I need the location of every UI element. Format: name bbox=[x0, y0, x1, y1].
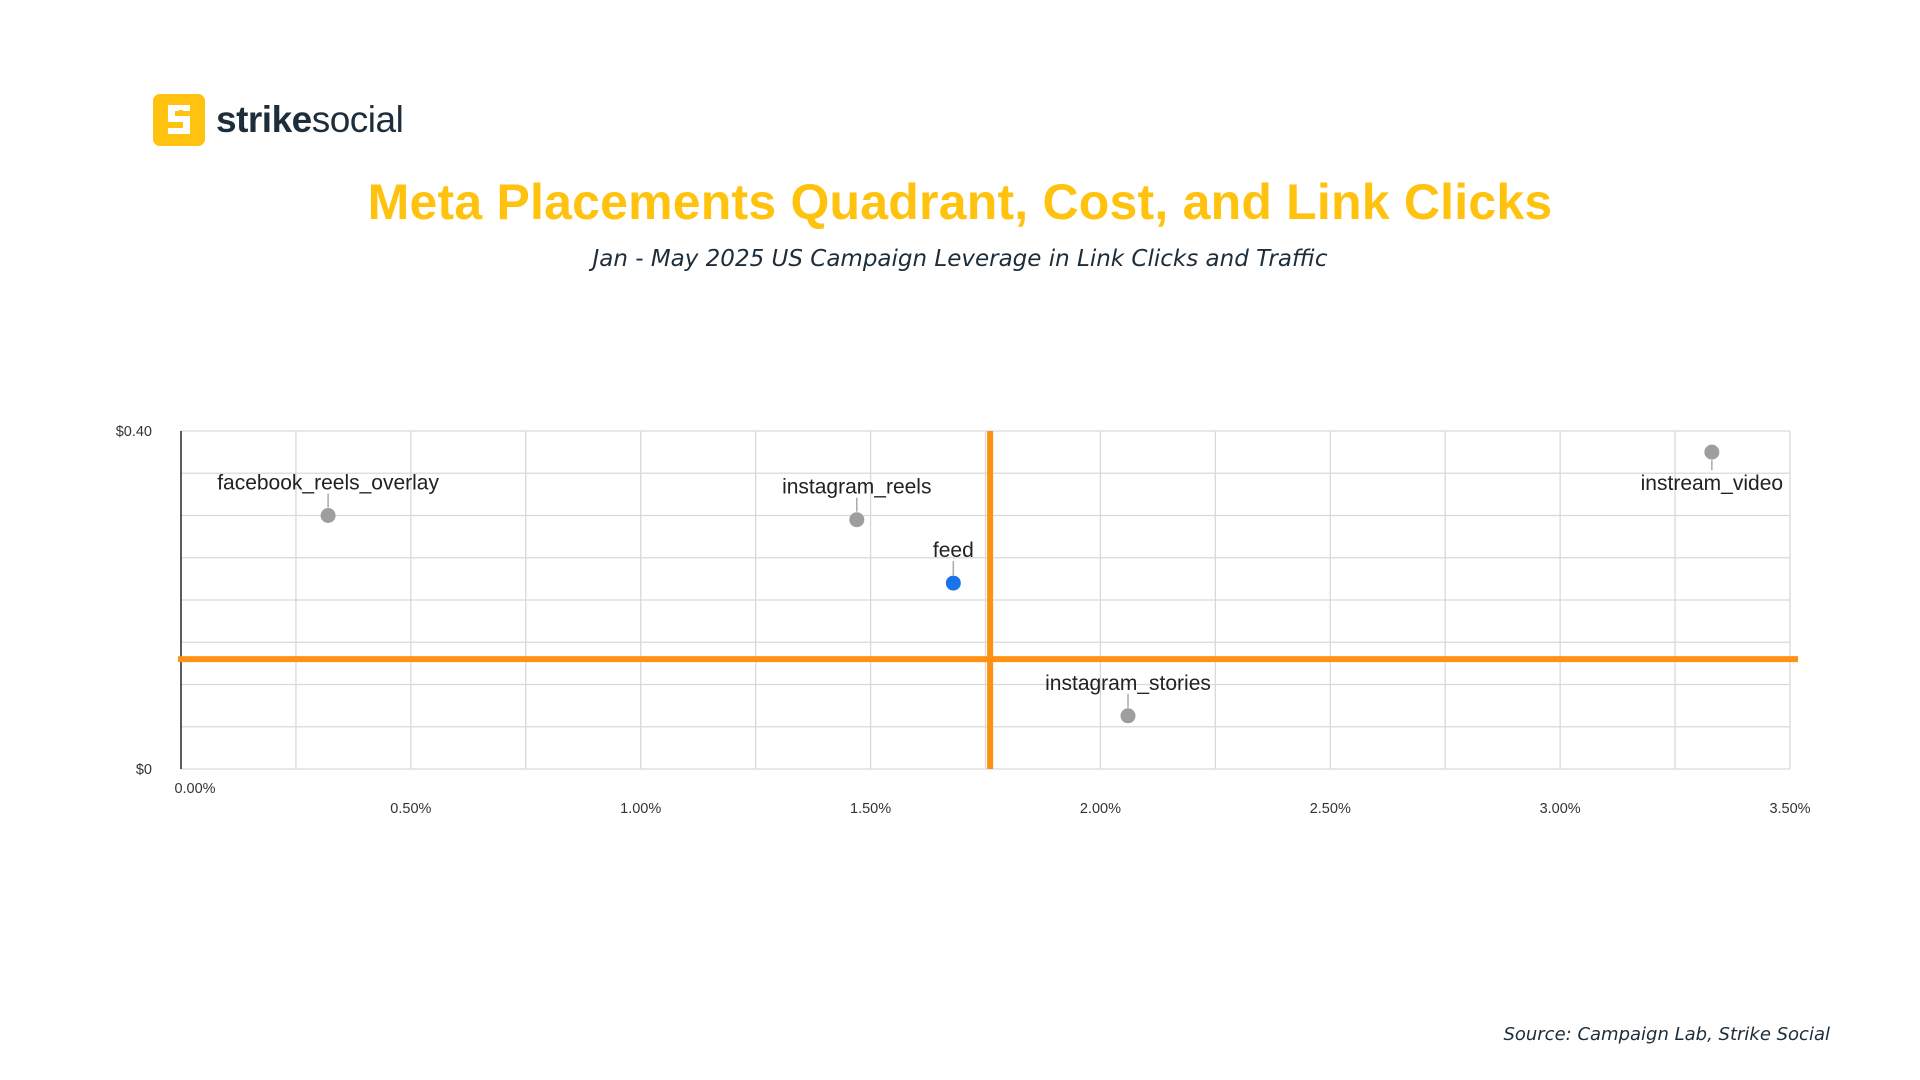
logo-mark-icon bbox=[153, 94, 205, 146]
x-tick-label: 2.00% bbox=[1080, 801, 1121, 817]
x-tick-label: 3.50% bbox=[1769, 801, 1810, 817]
point-marker bbox=[1120, 708, 1136, 724]
data-point-facebook-reels-overlay: facebook_reels_overlay bbox=[217, 472, 440, 523]
page-title: Meta Placements Quadrant, Cost, and Link… bbox=[367, 174, 1553, 230]
point-marker bbox=[1704, 444, 1720, 460]
point-label: instagram_stories bbox=[1045, 672, 1211, 695]
point-marker bbox=[849, 512, 865, 528]
quadrant-lines bbox=[178, 431, 1798, 769]
data-point-instagram-stories: instagram_stories bbox=[1045, 672, 1211, 724]
point-label: facebook_reels_overlay bbox=[217, 472, 439, 495]
x-tick-label: 0.50% bbox=[390, 801, 431, 817]
point-label: feed bbox=[933, 539, 974, 562]
x-tick-label: 1.50% bbox=[850, 801, 891, 817]
chart-points: facebook_reels_overlay instagram_reelsfee… bbox=[217, 444, 1783, 724]
data-point-instream-video: instream_video bbox=[1641, 444, 1783, 495]
y-tick-label: $0 bbox=[136, 762, 152, 778]
x-tick-label: 0.00% bbox=[174, 781, 215, 797]
brand-logo: strikesocial bbox=[153, 94, 404, 146]
chart-grid bbox=[181, 430, 1791, 769]
chart-tick-labels: 0.00% 0.50% 1.00% 1.50% 2.00% 2.50% 3.00% 3.50%… bbox=[116, 424, 1811, 817]
point-marker bbox=[320, 508, 336, 523]
data-point-feed: feed bbox=[933, 539, 974, 591]
source-note: Source: Campaign Lab, Strike Social bbox=[1503, 1024, 1830, 1045]
x-tick-label: 2.50% bbox=[1310, 801, 1351, 817]
brand-name-strong: strike bbox=[216, 99, 312, 140]
point-marker bbox=[945, 575, 961, 591]
data-point-instagram-reels: instagram_reels bbox=[782, 476, 931, 528]
brand-name-light: social bbox=[311, 99, 404, 140]
chart-axes bbox=[180, 431, 1790, 770]
x-tick-label: 3.00% bbox=[1540, 801, 1581, 817]
page-subtitle: Jan - May 2025 US Campaign Leverage in L… bbox=[592, 246, 1328, 272]
x-tick-label: 1.00% bbox=[620, 801, 661, 817]
point-label: instream_video bbox=[1641, 472, 1783, 495]
y-tick-label: $0.40 bbox=[116, 424, 152, 440]
brand-name: strikesocial bbox=[216, 99, 404, 141]
point-label: instagram_reels bbox=[782, 476, 931, 499]
